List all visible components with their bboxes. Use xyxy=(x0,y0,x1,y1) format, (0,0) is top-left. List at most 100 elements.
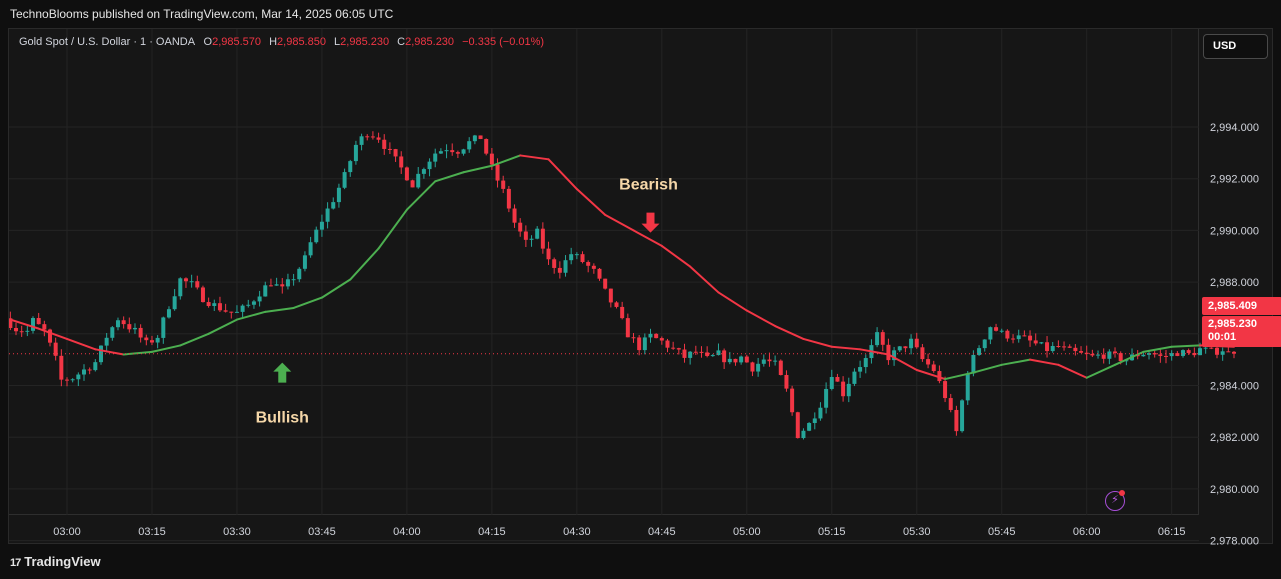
candle-body[interactable] xyxy=(988,327,993,340)
candle-body[interactable] xyxy=(852,371,857,384)
candle-body[interactable] xyxy=(240,305,245,312)
candle-body[interactable] xyxy=(659,338,664,341)
candle-body[interactable] xyxy=(903,346,908,349)
candle-body[interactable] xyxy=(65,379,69,381)
candle-body[interactable] xyxy=(586,262,591,266)
candle-body[interactable] xyxy=(1005,330,1010,339)
candle-body[interactable] xyxy=(132,327,137,330)
candle-body[interactable] xyxy=(291,279,296,281)
candle-body[interactable] xyxy=(212,303,217,306)
candle-body[interactable] xyxy=(308,242,313,256)
candle-body[interactable] xyxy=(648,333,653,338)
candle-body[interactable] xyxy=(387,148,392,150)
candle-body[interactable] xyxy=(625,318,630,338)
candle-body[interactable] xyxy=(529,238,534,240)
candle-body[interactable] xyxy=(506,188,511,209)
candle-body[interactable] xyxy=(1198,348,1202,356)
candle-body[interactable] xyxy=(931,364,936,372)
candle-body[interactable] xyxy=(892,350,897,361)
candle-body[interactable] xyxy=(875,332,880,346)
candle-body[interactable] xyxy=(948,398,953,410)
candle-body[interactable] xyxy=(1084,352,1089,354)
candle-body[interactable] xyxy=(761,359,766,364)
candle-body[interactable] xyxy=(518,222,523,232)
candle-body[interactable] xyxy=(467,141,472,150)
candle-body[interactable] xyxy=(121,320,126,325)
candle-body[interactable] xyxy=(557,267,562,273)
candle-body[interactable] xyxy=(767,359,772,362)
candle-body[interactable] xyxy=(631,337,636,339)
candle-body[interactable] xyxy=(795,412,800,439)
candle-body[interactable] xyxy=(263,285,268,297)
candle-body[interactable] xyxy=(1016,335,1021,340)
candle-body[interactable] xyxy=(676,348,681,350)
candle-body[interactable] xyxy=(268,285,273,287)
candle-body[interactable] xyxy=(1220,351,1225,355)
candle-body[interactable] xyxy=(501,180,506,189)
candle-body[interactable] xyxy=(1169,353,1174,357)
candle-body[interactable] xyxy=(926,359,931,365)
candle-body[interactable] xyxy=(484,139,489,154)
candle-body[interactable] xyxy=(223,310,228,312)
candle-body[interactable] xyxy=(1203,347,1208,349)
candle-body[interactable] xyxy=(416,173,421,188)
candle-body[interactable] xyxy=(1141,354,1146,357)
candle-body[interactable] xyxy=(438,151,443,154)
candle-body[interactable] xyxy=(1062,346,1067,348)
candle-body[interactable] xyxy=(495,164,500,181)
candle-body[interactable] xyxy=(319,221,324,230)
candle-body[interactable] xyxy=(1033,340,1038,344)
candle-body[interactable] xyxy=(727,358,732,363)
candle-body[interactable] xyxy=(370,136,375,138)
candle-body[interactable] xyxy=(331,202,336,209)
candle-body[interactable] xyxy=(943,381,948,399)
candle-body[interactable] xyxy=(183,278,188,282)
candle-body[interactable] xyxy=(608,288,613,303)
candle-body[interactable] xyxy=(70,379,75,381)
candlestick-chart[interactable]: 2,994.000 2,992.000 2,990.000 2,988.000 2,98… xyxy=(9,29,1274,545)
candle-body[interactable] xyxy=(200,287,205,303)
candle-body[interactable] xyxy=(478,135,483,140)
candle-body[interactable] xyxy=(699,351,704,353)
candle-body[interactable] xyxy=(393,149,398,157)
candle-body[interactable] xyxy=(42,324,47,330)
candle-body[interactable] xyxy=(880,332,885,345)
candle-body[interactable] xyxy=(489,153,494,165)
candle-body[interactable] xyxy=(846,383,851,397)
candle-body[interactable] xyxy=(1181,350,1186,356)
candle-body[interactable] xyxy=(914,338,919,348)
candle-body[interactable] xyxy=(359,136,364,145)
candle-body[interactable] xyxy=(1101,354,1106,359)
plot-area[interactable] xyxy=(9,29,1199,515)
candle-body[interactable] xyxy=(285,279,290,287)
candle-body[interactable] xyxy=(93,362,98,371)
candle-body[interactable] xyxy=(773,360,778,362)
candle-body[interactable] xyxy=(909,338,914,349)
candle-body[interactable] xyxy=(1011,338,1016,340)
candle-body[interactable] xyxy=(246,304,251,306)
candle-body[interactable] xyxy=(829,376,834,389)
candle-body[interactable] xyxy=(376,137,381,140)
candle-body[interactable] xyxy=(1164,355,1169,357)
candle-body[interactable] xyxy=(1226,351,1231,353)
candle-body[interactable] xyxy=(807,423,812,431)
candle-body[interactable] xyxy=(166,309,171,318)
candle-body[interactable] xyxy=(591,265,596,269)
candle-body[interactable] xyxy=(954,409,959,432)
candle-body[interactable] xyxy=(523,231,528,240)
candle-body[interactable] xyxy=(36,318,41,325)
candle-body[interactable] xyxy=(138,327,143,338)
candle-body[interactable] xyxy=(818,407,823,419)
candle-body[interactable] xyxy=(206,302,211,306)
candle-body[interactable] xyxy=(1067,346,1072,348)
candle-body[interactable] xyxy=(994,327,999,331)
candle-body[interactable] xyxy=(574,254,579,256)
candle-body[interactable] xyxy=(1186,350,1191,353)
candle-body[interactable] xyxy=(824,388,829,408)
candle-body[interactable] xyxy=(744,356,749,363)
candle-body[interactable] xyxy=(863,358,868,368)
candle-body[interactable] xyxy=(161,317,166,338)
candle-body[interactable] xyxy=(614,302,619,307)
candle-body[interactable] xyxy=(115,320,120,328)
candle-body[interactable] xyxy=(87,369,92,371)
